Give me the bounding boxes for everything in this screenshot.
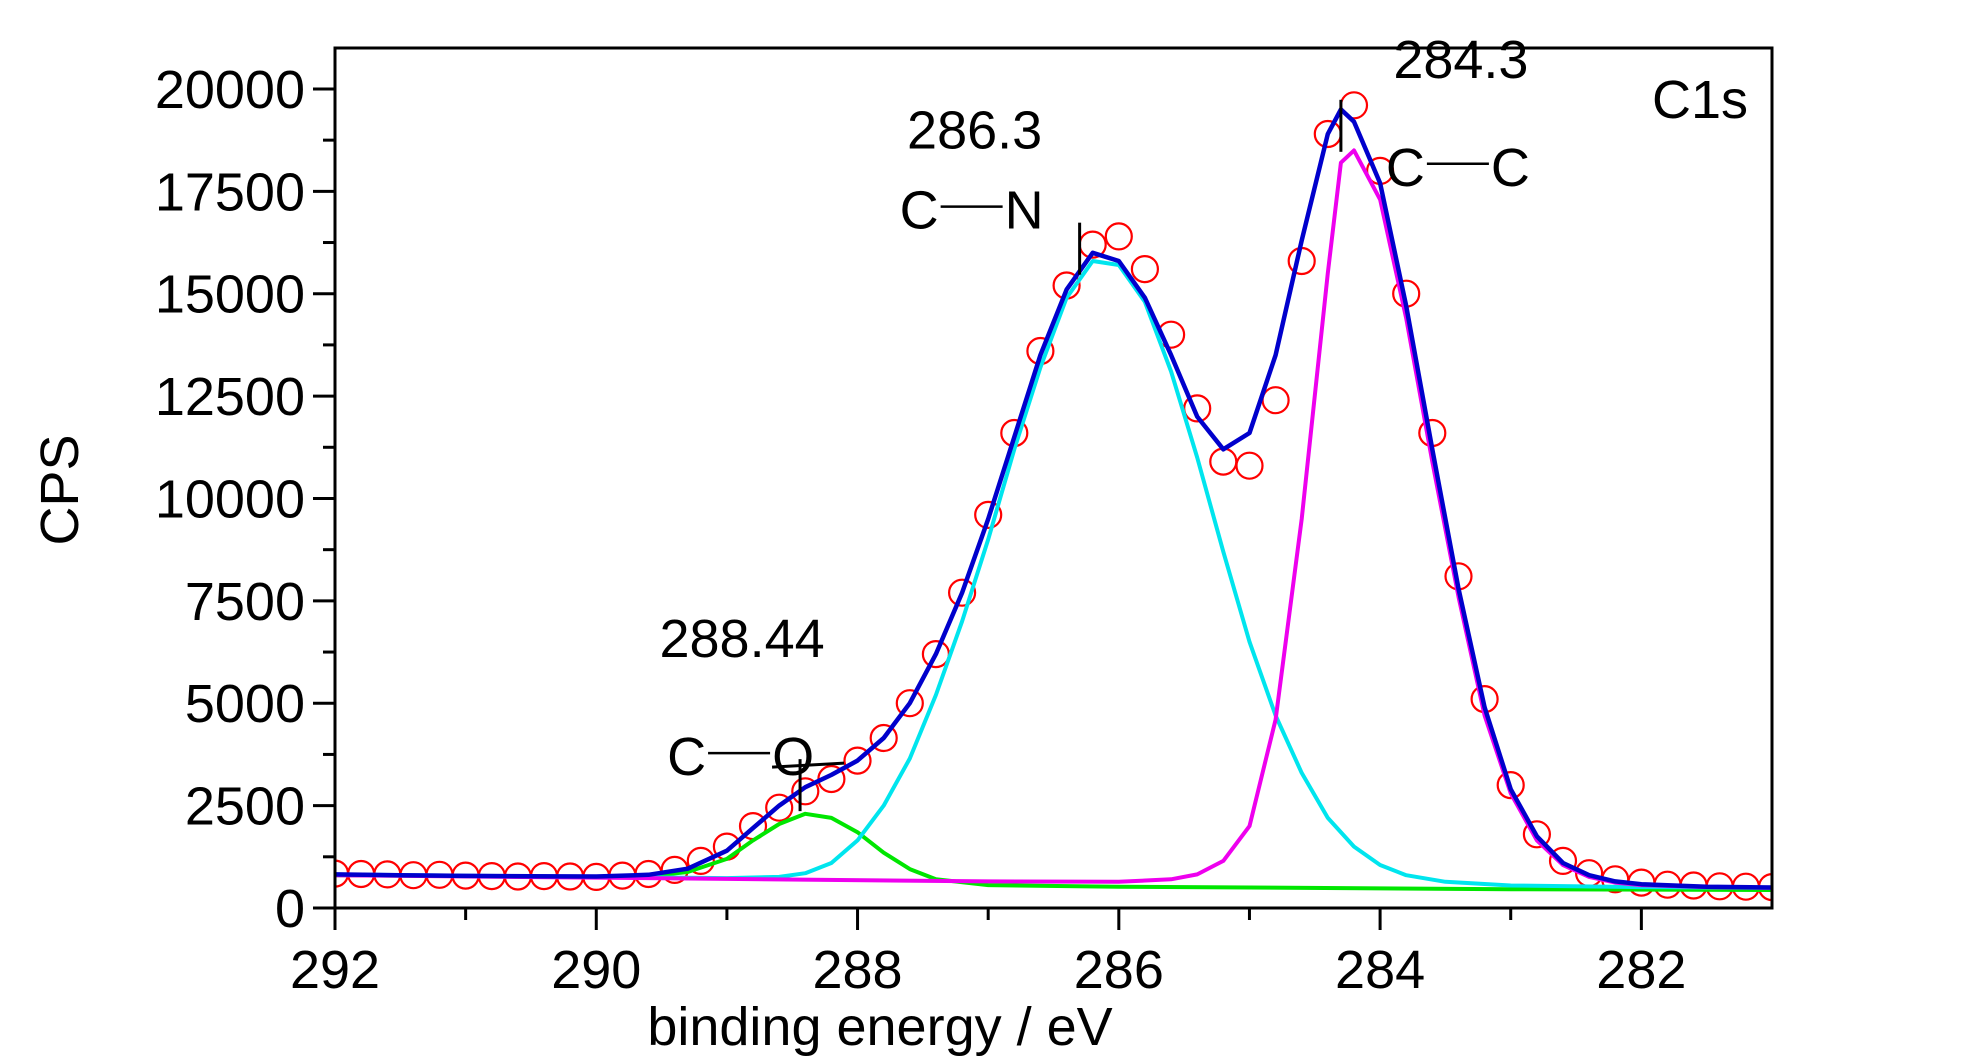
component-co-line (335, 811, 1772, 892)
corner-label: C1s (1652, 70, 1748, 130)
x-tick-label: 288 (812, 940, 902, 1000)
component-cn-line (335, 259, 1772, 890)
bond-atom-right: O (772, 727, 814, 787)
y-tick-label: 15000 (155, 265, 305, 325)
peak-position-label: 286.3 (907, 101, 1042, 161)
data-point (765, 793, 794, 822)
bond-atom-right: N (1005, 181, 1044, 241)
envelope-line (335, 107, 1772, 890)
y-axis-title: CPS (30, 434, 90, 545)
data-point (791, 777, 820, 806)
axes-layer: 292 290 288 286 284 282 0 2500 5000 7500 10000 1250… (155, 30, 1774, 1000)
bond-atom-left: C (1386, 138, 1425, 198)
plot-area (335, 91, 1772, 902)
peak-position-label: 288.44 (659, 609, 824, 669)
data-point (1209, 447, 1238, 476)
component-cc-line (335, 148, 1772, 890)
x-axis-title: binding energy / eV (647, 997, 1112, 1057)
plot-layer (335, 91, 1772, 902)
y-tick-label: 17500 (155, 162, 305, 222)
plot-frame (333, 46, 1774, 910)
y-tick-label: 12500 (155, 367, 305, 427)
data-point (895, 689, 924, 718)
y-tick-label: 7500 (185, 572, 305, 632)
bond-atom-left: C (900, 181, 939, 241)
x-tick-label: 290 (551, 940, 641, 1000)
data-point (974, 500, 1003, 530)
y-tick-label: 20000 (155, 60, 305, 120)
x-tick-label: 284 (1335, 940, 1425, 1000)
data-point (1235, 451, 1264, 480)
y-tick-label: 5000 (185, 674, 305, 734)
data-point (1261, 386, 1290, 415)
data-point (1130, 255, 1160, 284)
data-point (1496, 770, 1525, 800)
y-tick-label: 2500 (185, 777, 305, 837)
data-point (1522, 820, 1552, 849)
data-point (869, 723, 898, 753)
bond-atom-right: C (1491, 138, 1530, 198)
data-point (1548, 846, 1578, 876)
x-tick-label: 282 (1596, 940, 1686, 1000)
y-tick-label: 10000 (155, 469, 305, 529)
data-point (843, 746, 872, 775)
x-tick-label: 286 (1074, 940, 1164, 1000)
y-tick-label: 0 (275, 879, 305, 939)
data-point (1287, 246, 1316, 276)
data-point (947, 578, 977, 607)
data-point (1104, 222, 1133, 251)
peak-position-label: 284.3 (1393, 30, 1528, 90)
bond-atom-left: C (667, 727, 706, 787)
data-point (686, 846, 715, 876)
peak-marker-cap (771, 761, 845, 769)
x-tick-label: 292 (290, 940, 380, 1000)
